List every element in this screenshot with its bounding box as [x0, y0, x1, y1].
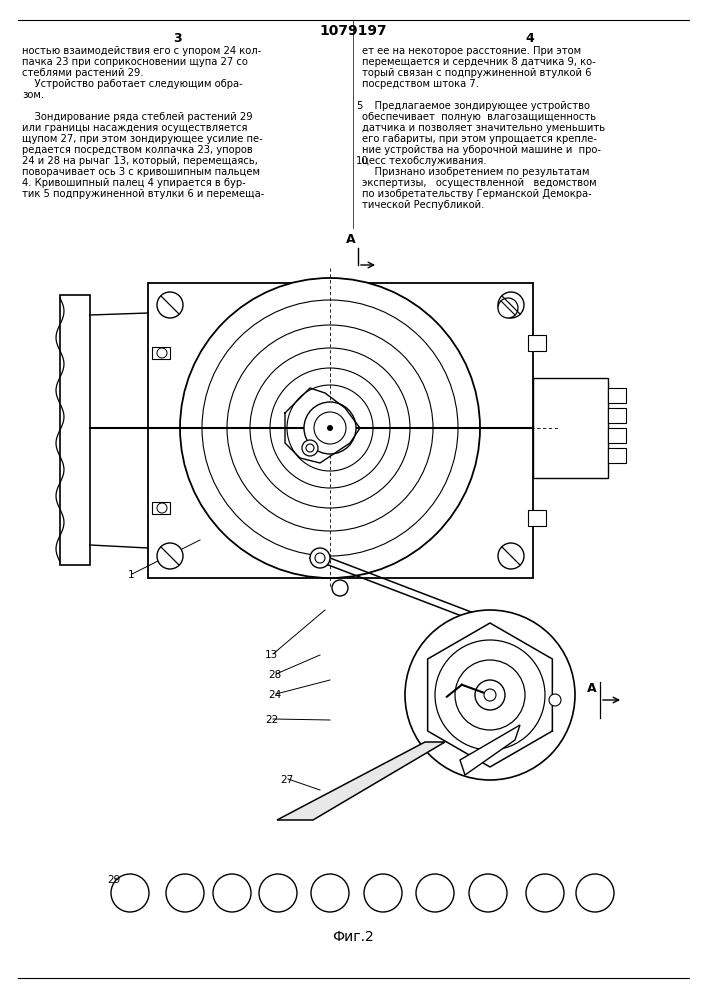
- Text: поворачивает ось 3 с кривошипным пальцем: поворачивает ось 3 с кривошипным пальцем: [22, 167, 260, 177]
- Text: 29: 29: [107, 875, 120, 885]
- Text: Устройство работает следующим обра-: Устройство работает следующим обра-: [22, 79, 243, 89]
- Bar: [152, 347, 170, 359]
- Text: Признано изобретением по результатам: Признано изобретением по результатам: [362, 167, 590, 177]
- Text: перемещается и сердечник 8 датчика 9, ко-: перемещается и сердечник 8 датчика 9, ко…: [362, 57, 596, 67]
- Text: редается посредством колпачка 23, упоров: редается посредством колпачка 23, упоров: [22, 145, 252, 155]
- Circle shape: [259, 874, 297, 912]
- Text: ет ее на некоторое расстояние. При этом: ет ее на некоторое расстояние. При этом: [362, 46, 581, 56]
- Circle shape: [576, 874, 614, 912]
- Bar: [608, 408, 626, 423]
- Text: или границы насаждения осуществляется: или границы насаждения осуществляется: [22, 123, 247, 133]
- Text: тической Республикой.: тической Республикой.: [362, 200, 484, 210]
- Text: ностью взаимодействия его с упором 24 кол-: ностью взаимодействия его с упором 24 ко…: [22, 46, 262, 56]
- Text: Зондирование ряда стеблей растений 29: Зондирование ряда стеблей растений 29: [22, 112, 252, 122]
- Text: A: A: [346, 233, 356, 246]
- Circle shape: [469, 874, 507, 912]
- Text: ние устройства на уборочной машине и  про-: ние устройства на уборочной машине и про…: [362, 145, 601, 155]
- Circle shape: [304, 402, 356, 454]
- Circle shape: [484, 689, 496, 701]
- Circle shape: [311, 874, 349, 912]
- Text: 5: 5: [356, 101, 363, 111]
- Circle shape: [549, 694, 561, 706]
- Text: Фиг.2: Фиг.2: [332, 930, 374, 944]
- Circle shape: [332, 580, 348, 596]
- Circle shape: [180, 278, 480, 578]
- Text: пачка 23 при соприкосновении щупа 27 со: пачка 23 при соприкосновении щупа 27 со: [22, 57, 248, 67]
- Text: тик 5 подпружиненной втулки 6 и перемеща-: тик 5 подпружиненной втулки 6 и перемеща…: [22, 189, 264, 199]
- Text: обеспечивает  полную  влагозащищенность: обеспечивает полную влагозащищенность: [362, 112, 596, 122]
- Bar: [528, 335, 546, 351]
- Text: 10: 10: [356, 156, 368, 166]
- Circle shape: [111, 874, 149, 912]
- Bar: [608, 388, 626, 403]
- Text: Предлагаемое зондирующее устройство: Предлагаемое зондирующее устройство: [362, 101, 590, 111]
- Text: щупом 27, при этом зондирующее усилие пе-: щупом 27, при этом зондирующее усилие пе…: [22, 134, 263, 144]
- Circle shape: [213, 874, 251, 912]
- Text: экспертизы,   осуществленной   ведомством: экспертизы, осуществленной ведомством: [362, 178, 597, 188]
- Text: стеблями растений 29.: стеблями растений 29.: [22, 68, 144, 78]
- Bar: [608, 428, 626, 443]
- Circle shape: [416, 874, 454, 912]
- Circle shape: [157, 543, 183, 569]
- Text: посредством штока 7.: посредством штока 7.: [362, 79, 479, 89]
- Circle shape: [314, 412, 346, 444]
- Polygon shape: [277, 742, 445, 820]
- Text: торый связан с подпружиненной втулкой 6: торый связан с подпружиненной втулкой 6: [362, 68, 592, 78]
- Text: по изобретательству Германской Демокра-: по изобретательству Германской Демокра-: [362, 189, 592, 199]
- Circle shape: [498, 298, 518, 318]
- Text: 4: 4: [525, 32, 534, 45]
- Circle shape: [302, 440, 318, 456]
- Bar: [608, 448, 626, 463]
- Circle shape: [310, 548, 330, 568]
- Text: датчика и позволяет значительно уменьшить: датчика и позволяет значительно уменьшит…: [362, 123, 605, 133]
- Bar: [533, 378, 608, 478]
- Bar: [152, 502, 170, 514]
- Text: 24 и 28 на рычаг 13, который, перемещаясь,: 24 и 28 на рычаг 13, который, перемещаяс…: [22, 156, 258, 166]
- Text: A: A: [587, 682, 597, 695]
- Circle shape: [157, 503, 167, 513]
- Text: 1079197: 1079197: [319, 24, 387, 38]
- Circle shape: [157, 292, 183, 318]
- Circle shape: [364, 874, 402, 912]
- Bar: [60, 295, 90, 565]
- Circle shape: [166, 874, 204, 912]
- Circle shape: [475, 680, 505, 710]
- Text: 13: 13: [265, 650, 279, 660]
- Circle shape: [498, 292, 524, 318]
- Bar: [528, 510, 546, 526]
- Text: 28: 28: [268, 670, 281, 680]
- Text: 22: 22: [265, 715, 279, 725]
- Text: его габариты, при этом упрощается крепле-: его габариты, при этом упрощается крепле…: [362, 134, 597, 144]
- Polygon shape: [460, 725, 520, 775]
- Text: 3: 3: [174, 32, 182, 45]
- Circle shape: [526, 874, 564, 912]
- Text: 27: 27: [280, 775, 293, 785]
- Circle shape: [498, 543, 524, 569]
- Circle shape: [327, 425, 333, 431]
- Circle shape: [405, 610, 575, 780]
- Text: 1: 1: [128, 570, 134, 580]
- Text: зом.: зом.: [22, 90, 44, 100]
- Text: цесс техобслуживания.: цесс техобслуживания.: [362, 156, 486, 166]
- Text: 24: 24: [268, 690, 281, 700]
- Text: 4. Кривошипный палец 4 упирается в бур-: 4. Кривошипный палец 4 упирается в бур-: [22, 178, 246, 188]
- Bar: [148, 283, 533, 578]
- Circle shape: [157, 348, 167, 358]
